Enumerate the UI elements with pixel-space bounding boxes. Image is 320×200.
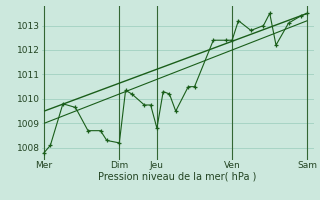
X-axis label: Pression niveau de la mer( hPa ): Pression niveau de la mer( hPa ) [99, 172, 257, 182]
